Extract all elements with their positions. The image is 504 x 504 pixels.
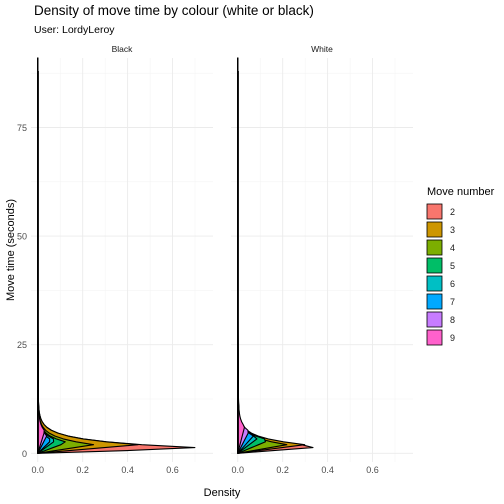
facet-strip-label: White (311, 44, 333, 54)
legend: Move number 2 3 4 5 6 7 8 9 (426, 186, 495, 346)
x-axis-label: Density (204, 487, 241, 499)
x-tick-label: 0.4 (321, 465, 334, 475)
facet-panels: 0 25 50 75 Black 0.0 0.2 0.4 0.6 White 0.0 0.2 0.4 0.… (17, 44, 413, 475)
legend-label: 3 (450, 225, 455, 235)
x-tick-label: 0.6 (166, 465, 179, 475)
y-axis-label: Move time (seconds) (5, 199, 17, 301)
x-tick-label: 0.2 (276, 465, 289, 475)
x-tick-label: 0.6 (366, 465, 379, 475)
legend-swatch (426, 203, 443, 220)
legend-swatch (426, 275, 443, 292)
y-tick-label: 25 (17, 340, 27, 350)
chart-subtitle: User: LordyLeroy (34, 24, 115, 36)
legend-item-move-4: 4 (426, 239, 455, 256)
legend-label: 5 (450, 261, 455, 271)
legend-item-move-6: 6 (426, 275, 455, 292)
x-tick-label: 0.4 (121, 465, 134, 475)
y-tick-label: 75 (17, 123, 27, 133)
legend-label: 8 (450, 315, 455, 325)
legend-item-move-3: 3 (426, 221, 455, 238)
legend-item-move-9: 9 (426, 329, 455, 346)
legend-swatch (426, 257, 443, 274)
legend-swatch (426, 293, 443, 310)
legend-item-move-7: 7 (426, 293, 455, 310)
y-tick-label: 50 (17, 232, 27, 242)
x-tick-label: 0.0 (31, 465, 44, 475)
legend-label: 2 (450, 207, 455, 217)
legend-item-move-8: 8 (426, 311, 455, 328)
legend-swatch (426, 221, 443, 238)
legend-item-move-5: 5 (426, 257, 455, 274)
legend-label: 7 (450, 297, 455, 307)
legend-label: 9 (450, 333, 455, 343)
y-tick-label: 0 (22, 449, 27, 459)
legend-swatch (426, 239, 443, 256)
x-tick-label: 0.2 (76, 465, 89, 475)
x-tick-label: 0.0 (231, 465, 244, 475)
legend-label: 4 (450, 243, 455, 253)
facet-panel-white: White 0.0 0.2 0.4 0.6 (231, 44, 413, 475)
legend-item-move-2: 2 (426, 203, 455, 220)
legend-title: Move number (427, 186, 495, 198)
chart-title: Density of move time by colour (white or… (34, 3, 314, 18)
legend-label: 6 (450, 279, 455, 289)
legend-swatch (426, 311, 443, 328)
facet-panel-black: Black 0.0 0.2 0.4 0.6 (31, 44, 213, 475)
facet-strip-label: Black (112, 44, 134, 54)
legend-swatch (426, 329, 443, 346)
